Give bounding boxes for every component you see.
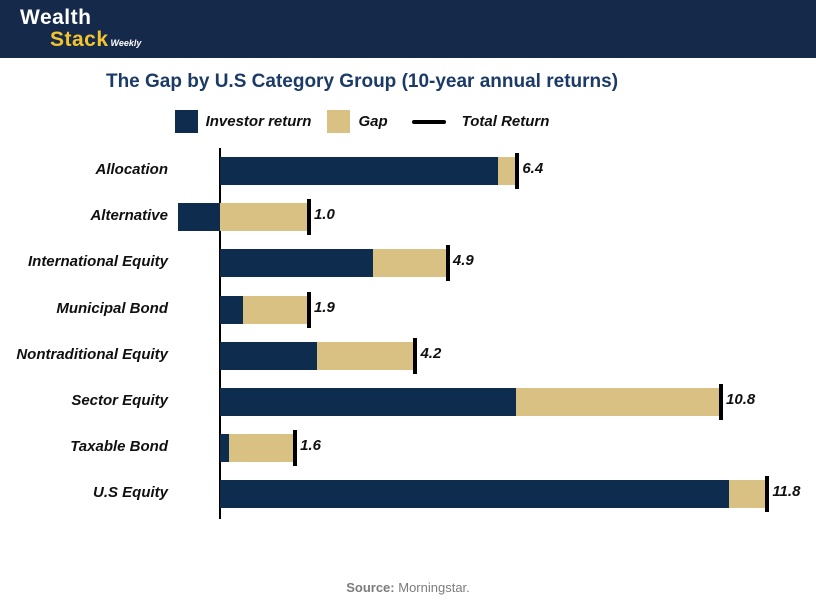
legend-total-label: Total Return bbox=[461, 113, 550, 130]
investor-return-bar bbox=[220, 388, 517, 416]
category-label: Nontraditional Equity bbox=[16, 345, 168, 363]
source-label: Source: bbox=[346, 580, 395, 595]
total-return-value: 4.9 bbox=[452, 252, 474, 270]
total-return-marker bbox=[515, 153, 520, 189]
gap-bar bbox=[729, 480, 767, 509]
total-return-marker bbox=[306, 291, 311, 328]
wealthstack-logo: Wealth Stack Weekly bbox=[20, 7, 141, 50]
total-return-value: 1.6 bbox=[300, 437, 321, 455]
logo-weekly-text: Weekly bbox=[110, 38, 142, 48]
investor-return-bar bbox=[220, 480, 730, 509]
category-label: U.S Equity bbox=[92, 484, 168, 502]
gap-bar bbox=[372, 249, 447, 278]
source-note: Source: Morningstar. bbox=[0, 580, 816, 595]
logo-wealth-text: Wealth bbox=[20, 6, 92, 29]
gap-bar bbox=[516, 388, 721, 416]
investor-return-bar bbox=[220, 341, 318, 370]
total-return-value: 6.4 bbox=[522, 160, 544, 177]
total-return-value: 11.8 bbox=[772, 483, 801, 501]
logo-stack-row: Stack Weekly bbox=[50, 29, 141, 50]
total-return-marker bbox=[719, 384, 724, 420]
gap-bar bbox=[220, 203, 308, 232]
category-label: Allocation bbox=[95, 161, 168, 178]
total-return-value: 1.9 bbox=[313, 298, 335, 316]
investor-return-bar bbox=[220, 249, 373, 278]
total-return-marker bbox=[413, 337, 418, 374]
legend-investor-label: Investor return bbox=[205, 113, 312, 130]
category-label: Sector Equity bbox=[71, 392, 168, 409]
source-value: Morningstar. bbox=[398, 580, 470, 595]
investor-return-bar bbox=[220, 434, 230, 463]
header-banner: Wealth Stack Weekly bbox=[0, 0, 816, 58]
chart-title: The Gap by U.S Category Group (10-year a… bbox=[105, 71, 619, 92]
investor-return-swatch bbox=[174, 110, 198, 133]
category-label: Taxable Bond bbox=[70, 438, 168, 456]
category-label: Alternative bbox=[90, 207, 168, 225]
total-return-marker bbox=[306, 199, 311, 236]
total-return-value: 10.8 bbox=[726, 391, 756, 408]
category-label: International Equity bbox=[27, 253, 168, 271]
category-label: Municipal Bond bbox=[56, 299, 168, 317]
total-return-marker bbox=[765, 476, 770, 513]
gap-bar bbox=[229, 434, 295, 463]
investor-return-bar bbox=[220, 295, 244, 324]
gap-bar-chart: Allocation 6.4 Alternative 1.0 International… bbox=[0, 148, 816, 520]
investor-return-bar bbox=[178, 203, 220, 232]
total-return-marker bbox=[293, 430, 298, 467]
investor-return-bar bbox=[220, 157, 498, 185]
chart-legend: Investor return Gap Total Return bbox=[0, 110, 770, 133]
total-return-marker bbox=[445, 245, 450, 282]
gap-bar bbox=[317, 341, 415, 370]
gap-swatch bbox=[327, 110, 351, 133]
gap-bar bbox=[497, 157, 517, 185]
gap-bar bbox=[243, 295, 308, 324]
total-return-value: 4.2 bbox=[420, 344, 442, 362]
total-return-value: 1.0 bbox=[313, 206, 335, 224]
total-return-line-swatch bbox=[411, 119, 446, 124]
zero-axis-line bbox=[219, 148, 221, 519]
logo-stack-text: Stack bbox=[50, 28, 109, 51]
legend-gap-label: Gap bbox=[358, 113, 388, 130]
